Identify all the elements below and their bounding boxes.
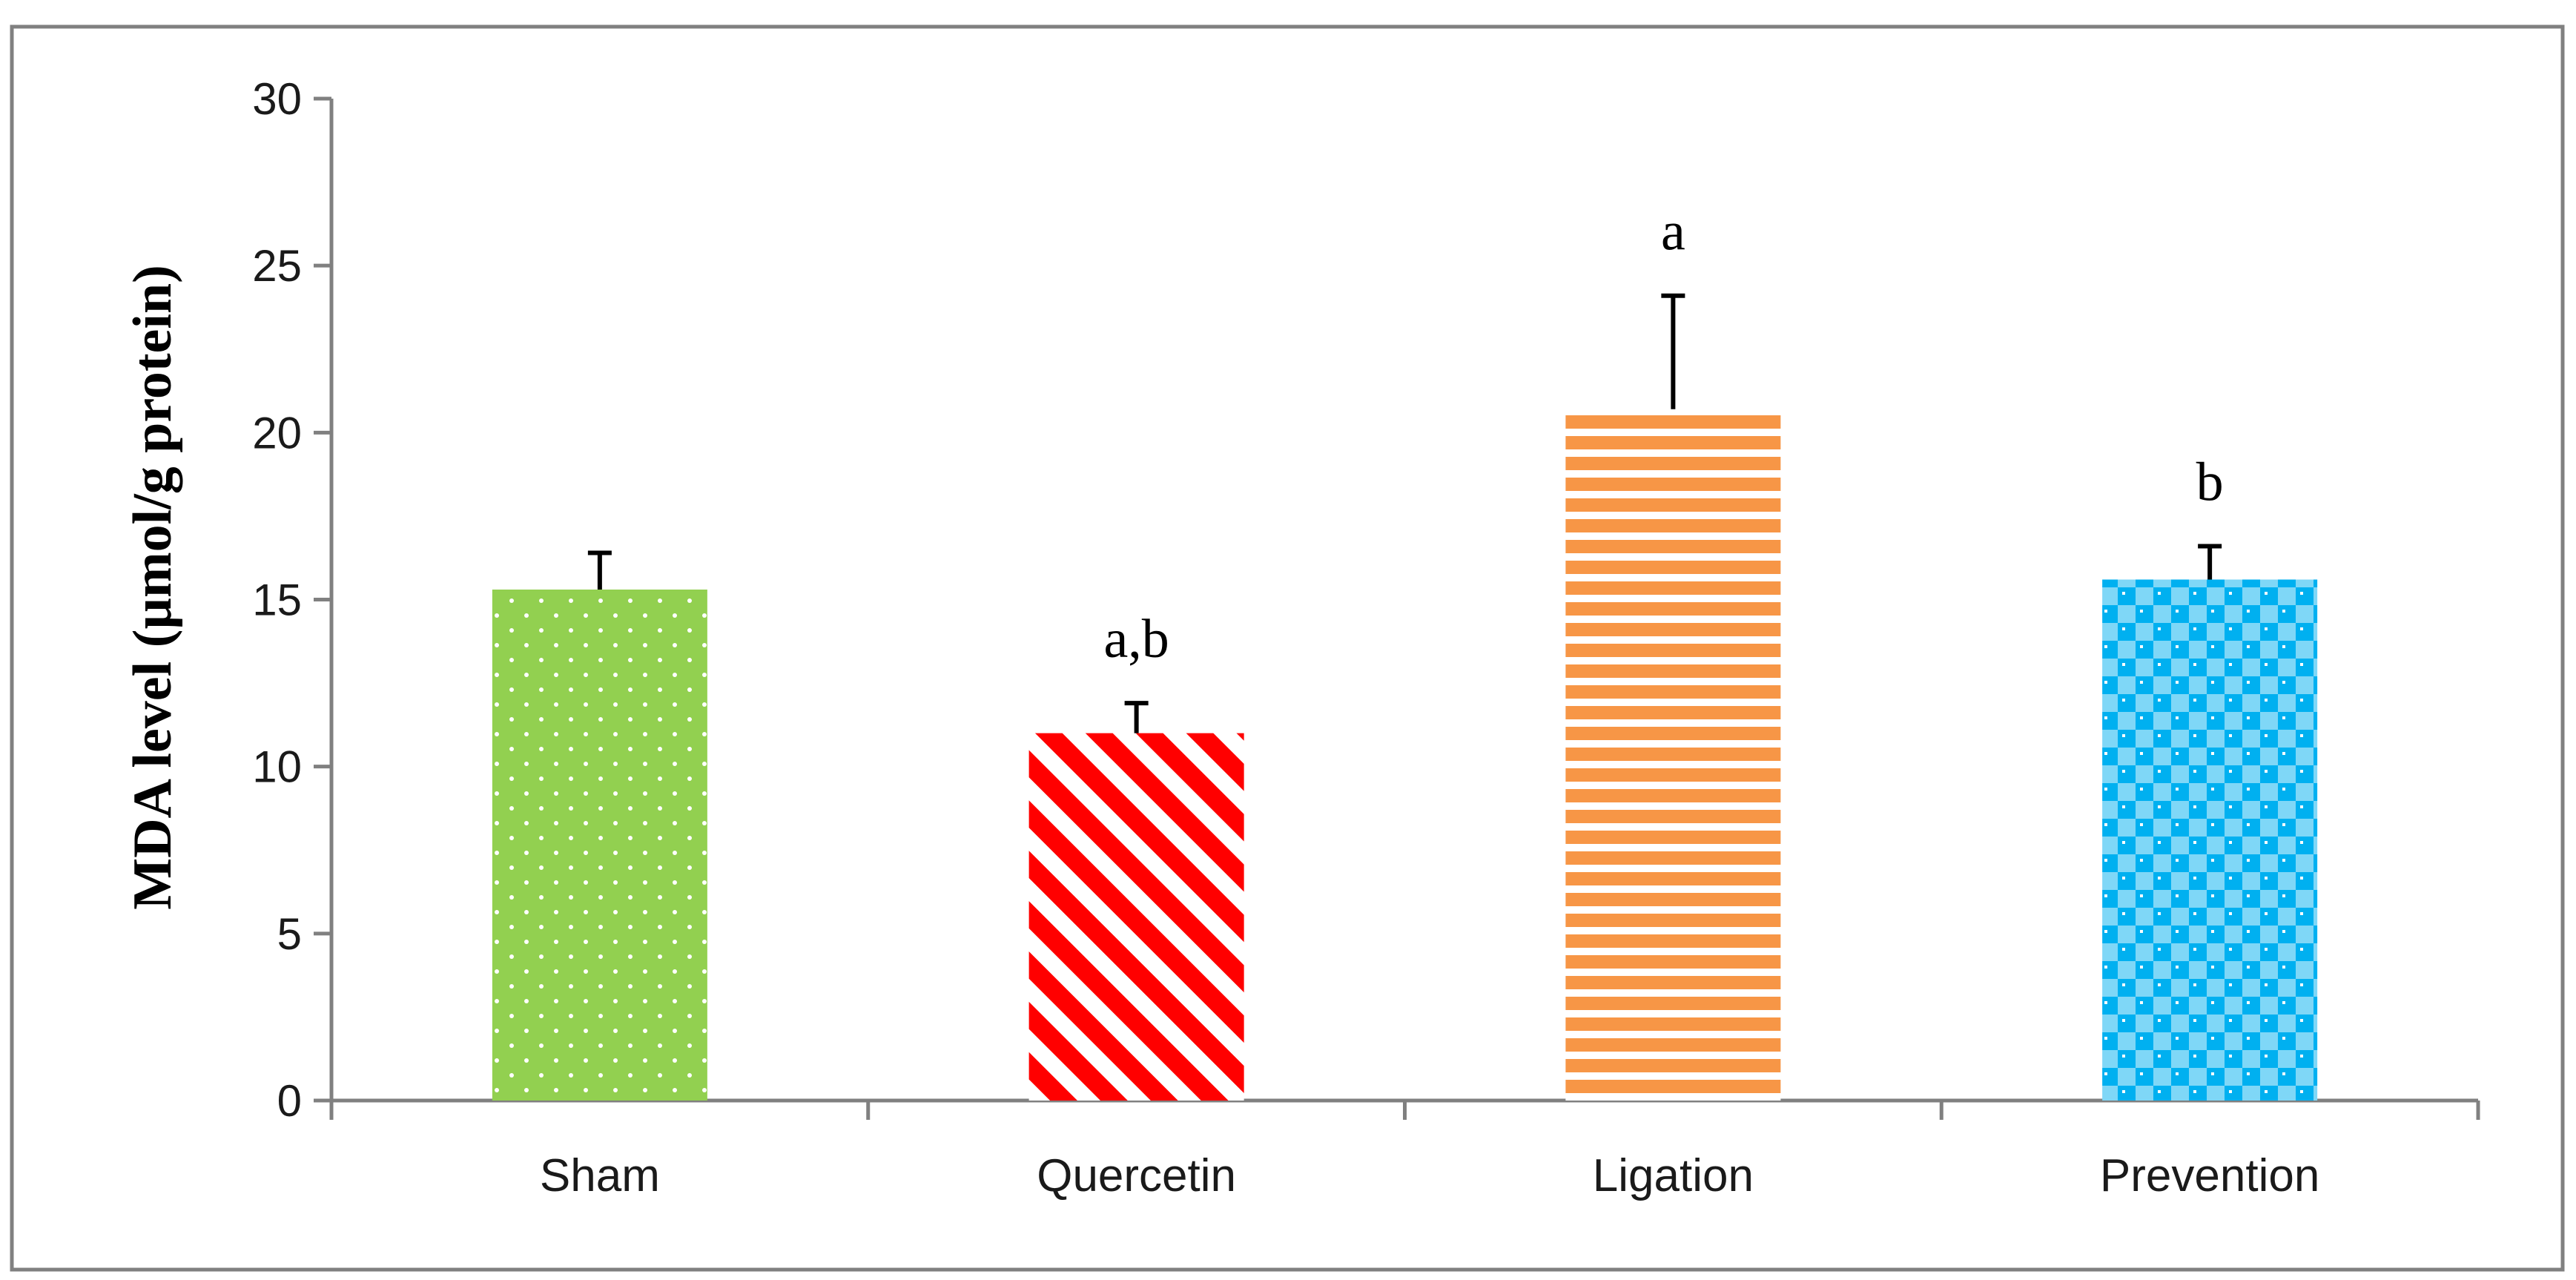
- y-axis-title: MDA level (µmol/g protein): [122, 265, 183, 910]
- annotation-quercetin: a,b: [1103, 609, 1169, 670]
- y-tick-label-20: 20: [252, 408, 302, 458]
- annotation-prevention: b: [2196, 452, 2224, 512]
- bar-sham: [492, 589, 707, 1101]
- x-label-quercetin: Quercetin: [1037, 1150, 1236, 1201]
- x-label-prevention: Prevention: [2100, 1150, 2319, 1201]
- y-tick-label-15: 15: [252, 575, 302, 625]
- bar-quercetin: [1028, 733, 1244, 1101]
- y-tick-label-10: 10: [252, 742, 302, 792]
- y-tick-label-0: 0: [277, 1076, 302, 1126]
- bars-group: [492, 293, 2318, 1101]
- labels-group: 0 5 10 15 20 25 30 Sham Quercetin a,b Ligation a Pre…: [252, 74, 2319, 1201]
- chart-frame: [10, 24, 2565, 1272]
- bar-ligation: [1565, 409, 1781, 1101]
- x-label-ligation: Ligation: [1593, 1150, 1754, 1201]
- y-tick-label-25: 25: [252, 241, 302, 291]
- y-tick-label-30: 30: [252, 74, 302, 124]
- y-tick-label-5: 5: [277, 909, 302, 959]
- bar-prevention: [2102, 579, 2318, 1101]
- annotation-ligation: a: [1661, 202, 1685, 263]
- x-label-sham: Sham: [540, 1150, 660, 1201]
